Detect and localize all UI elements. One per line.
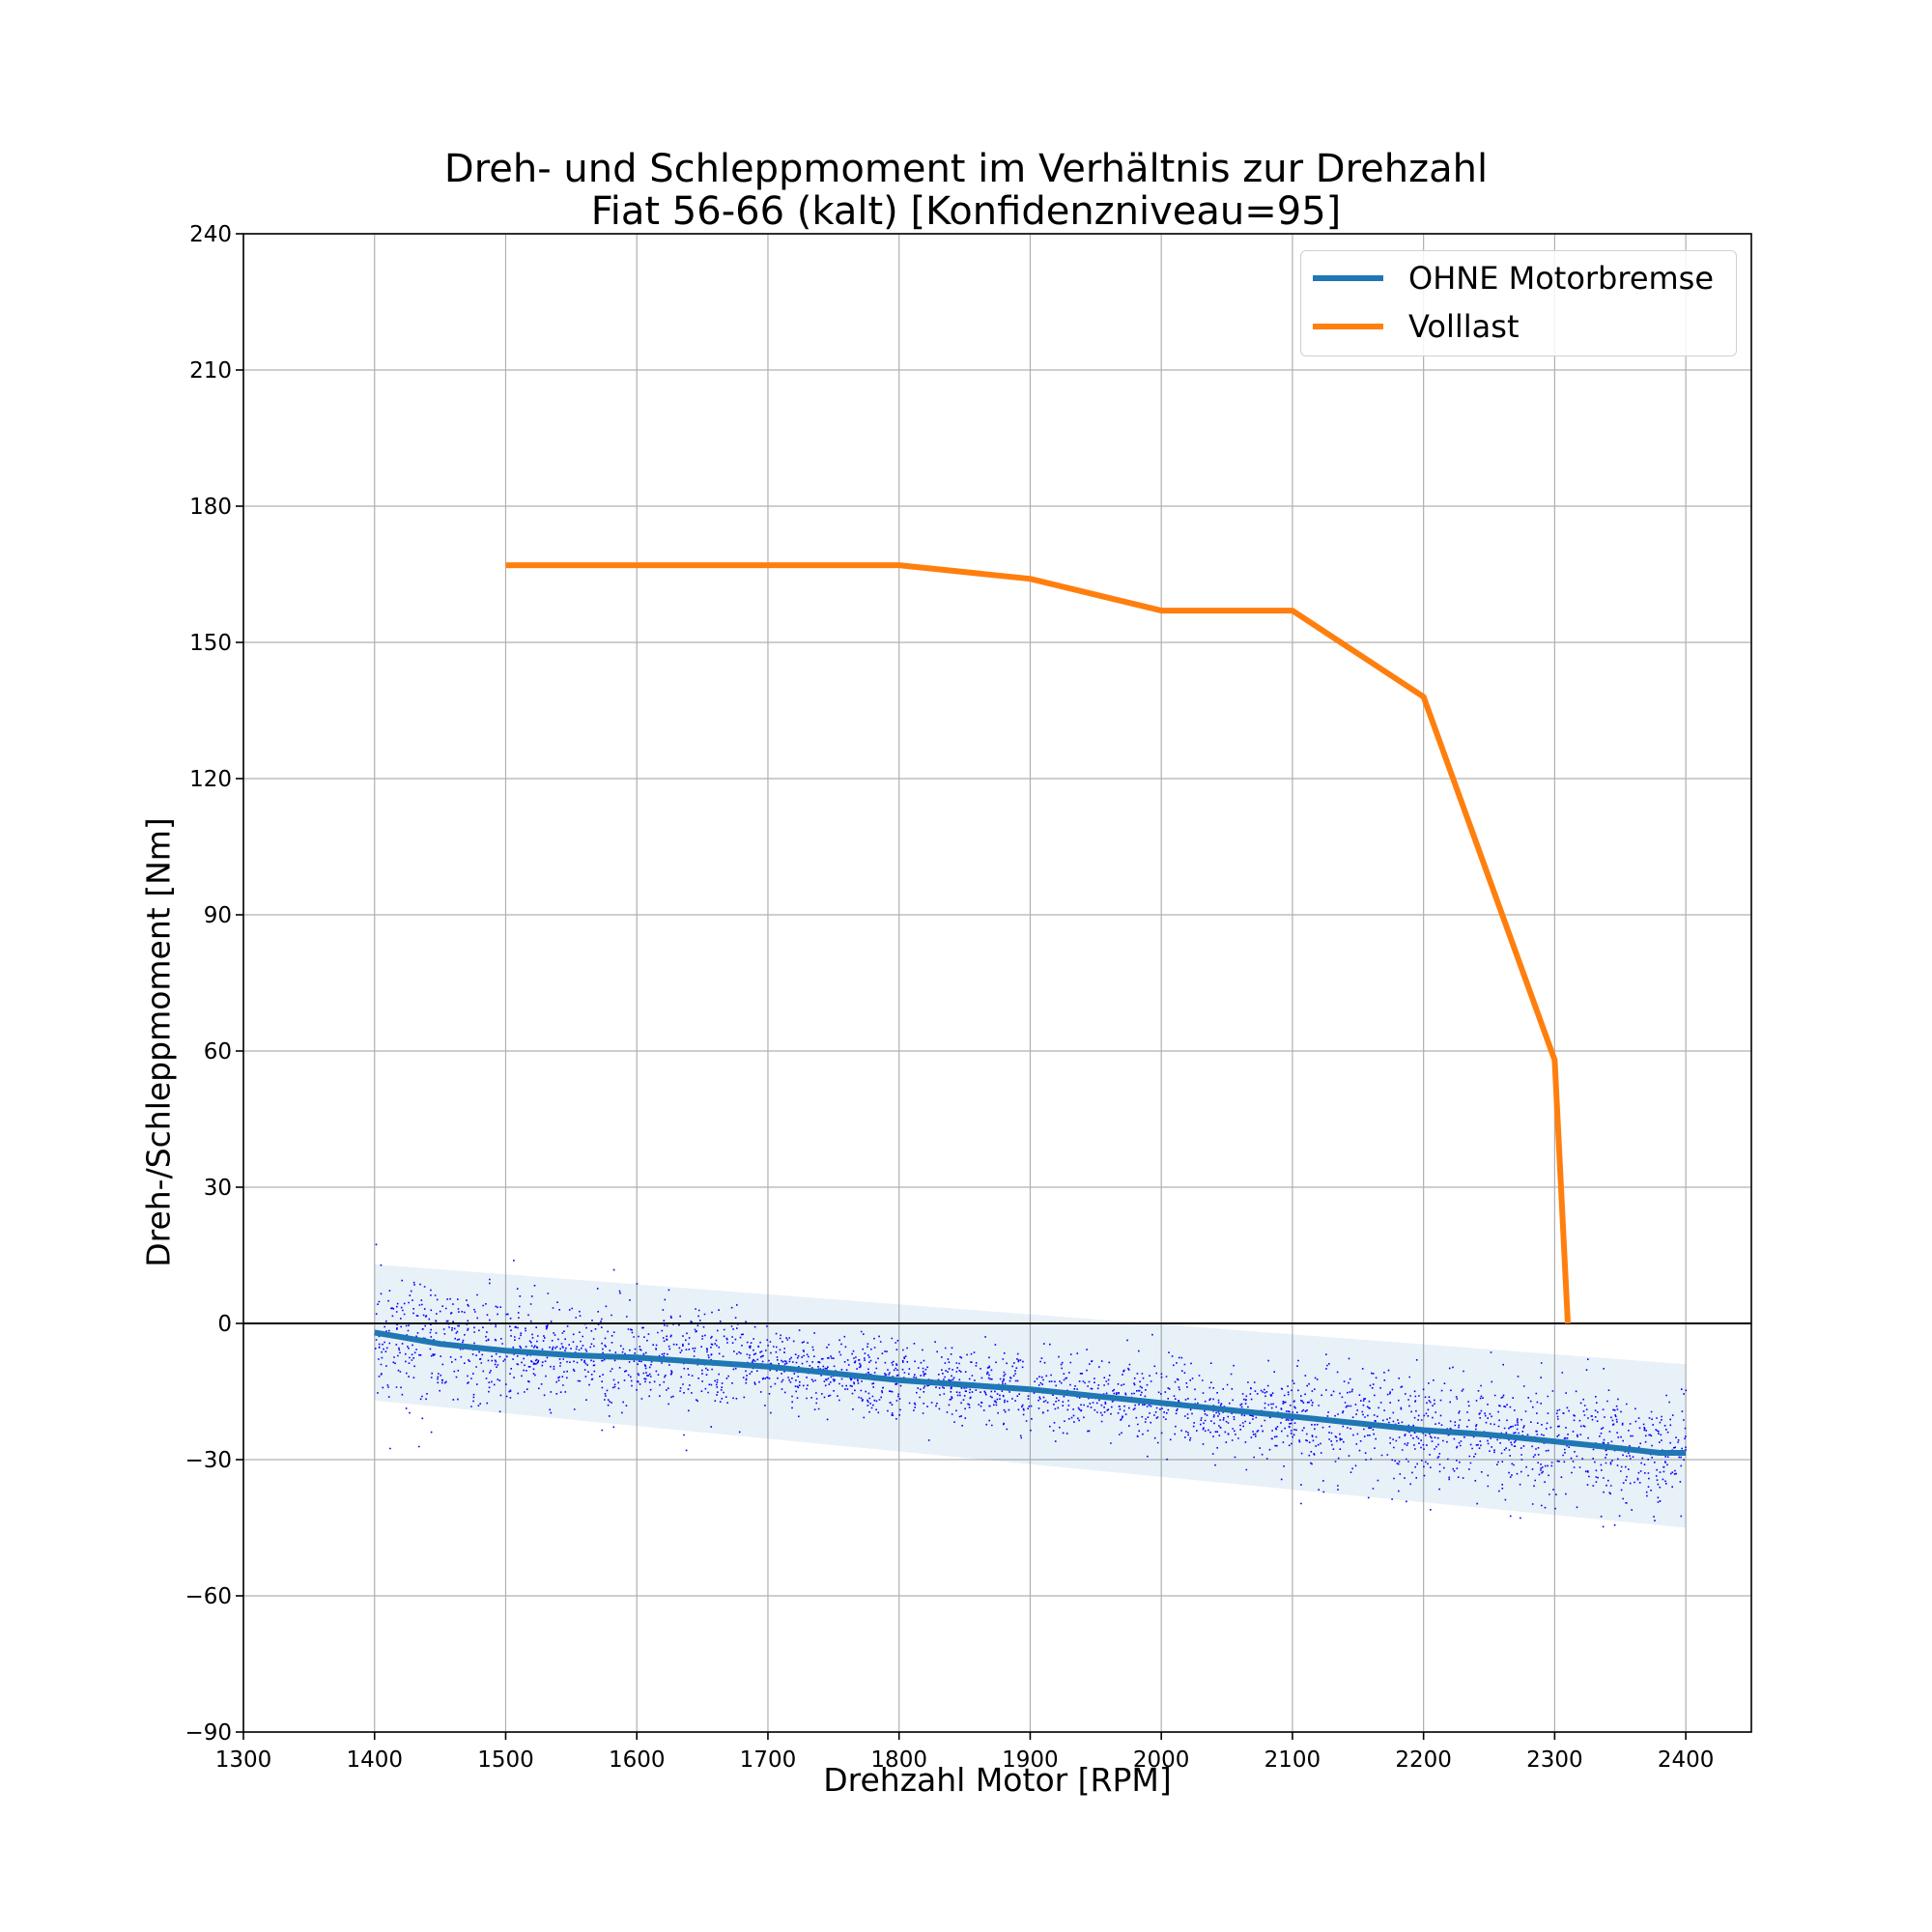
x-axis-label: Drehzahl Motor [RPM]	[823, 1761, 1172, 1799]
y-tick-label: 240	[189, 222, 232, 247]
x-tick-label: 2000	[1133, 1747, 1190, 1773]
x-tick-label: 2200	[1395, 1747, 1452, 1773]
y-tick-label: 210	[189, 358, 232, 384]
y-axis-label: Dreh-/Schleppmoment [Nm]	[139, 817, 178, 1267]
series-lines	[374, 562, 1687, 1456]
plot-border	[242, 233, 1752, 1733]
y-tick-label: 180	[189, 495, 232, 520]
y-tick-label: 90	[204, 903, 232, 928]
x-tick-label: 1300	[215, 1747, 272, 1773]
x-tick-label: 2100	[1264, 1747, 1321, 1773]
y-axis-ticks: −90 −60 −30 0 30 60 90 120 150 180 210 240	[185, 222, 243, 1746]
y-tick-label: −30	[185, 1448, 232, 1473]
x-tick-label: 1800	[870, 1747, 927, 1773]
legend-swatch-blue	[1313, 275, 1383, 281]
x-tick-label: 2300	[1526, 1747, 1583, 1773]
y-tick-label: −90	[185, 1720, 232, 1746]
y-tick-label: 150	[189, 631, 232, 656]
x-axis-ticks: 1300 1400 1500 1600 1700 1800 1900 2000 2100 2200…	[215, 1732, 1715, 1773]
y-tick-label: −60	[185, 1584, 232, 1609]
y-tick-label: 60	[204, 1039, 232, 1065]
legend-label: Volllast	[1408, 308, 1520, 345]
chart-title-line-2: Fiat 56-66 (kalt) [Konfidenzniveau=95]	[590, 189, 1342, 234]
x-tick-label: 1700	[740, 1747, 797, 1773]
y-tick-label: 120	[189, 767, 232, 792]
y-tick-label: 30	[204, 1176, 232, 1201]
legend-label: OHNE Motorbremse	[1408, 260, 1715, 297]
series-line-ohne-motorbremse	[374, 1329, 1687, 1456]
x-tick-label: 1600	[609, 1747, 666, 1773]
series-line-volllast	[505, 562, 1571, 1324]
x-tick-label: 1900	[1002, 1747, 1059, 1773]
legend-swatch-orange	[1313, 324, 1383, 329]
y-tick-label: 0	[217, 1312, 232, 1337]
x-tick-label: 1500	[477, 1747, 534, 1773]
legend-item-ohne-motorbremse: OHNE Motorbremse	[1313, 259, 1714, 298]
plot-frame	[242, 233, 1752, 1733]
legend-item-volllast: Volllast	[1313, 307, 1519, 346]
legend: OHNE Motorbremse Volllast	[1300, 250, 1737, 356]
confidence-band-area	[374, 1264, 1687, 1528]
chart-title-line-1: Dreh- und Schleppmoment im Verhältnis zu…	[443, 147, 1489, 191]
x-tick-label: 1400	[346, 1747, 403, 1773]
x-tick-label: 2400	[1658, 1747, 1715, 1773]
confidence-band	[374, 1264, 1687, 1528]
